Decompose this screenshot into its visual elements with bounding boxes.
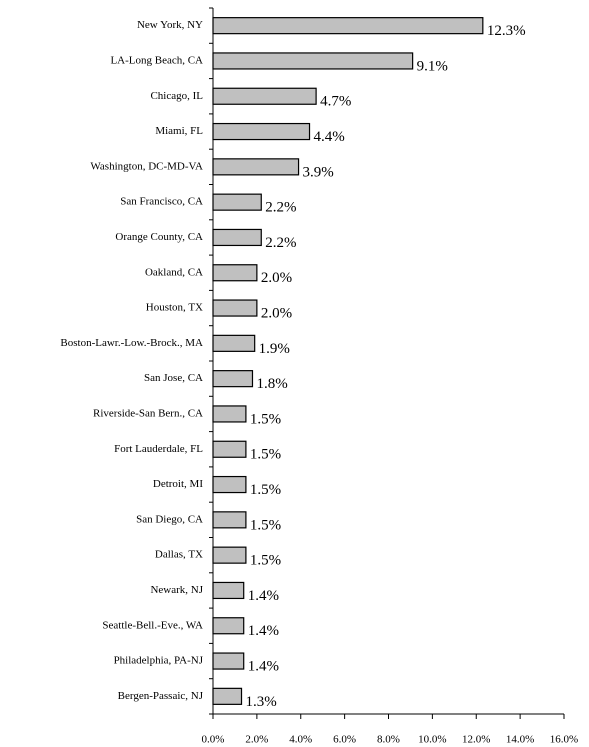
data-label: 1.5% bbox=[250, 447, 281, 463]
bar bbox=[212, 370, 254, 388]
y-tick-label: Orange County, CA bbox=[115, 231, 203, 243]
data-label: 2.2% bbox=[265, 235, 296, 251]
y-tick-label: Miami, FL bbox=[155, 125, 203, 137]
data-label: 1.5% bbox=[250, 411, 281, 427]
x-tick-label: 6.0% bbox=[333, 734, 356, 746]
data-label: 2.2% bbox=[265, 200, 296, 216]
data-label: 1.5% bbox=[250, 553, 281, 569]
x-tick-label: 16.0% bbox=[550, 734, 578, 746]
data-label: 1.4% bbox=[248, 588, 279, 604]
bar bbox=[212, 475, 247, 494]
bar bbox=[212, 122, 311, 141]
y-tick-label: Washington, DC-MD-VA bbox=[90, 160, 203, 172]
bar bbox=[212, 17, 484, 35]
x-tick-label: 12.0% bbox=[462, 734, 490, 746]
y-tick-label: Fort Lauderdale, FL bbox=[114, 443, 203, 455]
bar bbox=[212, 581, 245, 600]
data-label: 2.0% bbox=[261, 305, 292, 321]
y-tick-label: New York, NY bbox=[137, 19, 203, 31]
y-tick-label: Dallas, TX bbox=[155, 549, 203, 561]
y-tick-label: LA-Long Beach, CA bbox=[110, 54, 203, 66]
data-label: 3.9% bbox=[303, 164, 334, 180]
x-tick-label: 2.0% bbox=[245, 734, 268, 746]
y-tick-label: Philadelphia, PA-NJ bbox=[114, 655, 204, 667]
y-tick-label: San Francisco, CA bbox=[120, 196, 203, 208]
data-label: 1.4% bbox=[248, 623, 279, 639]
x-tick-label: 0.0% bbox=[202, 734, 225, 746]
bar bbox=[212, 687, 243, 705]
data-label: 2.0% bbox=[261, 270, 292, 286]
bar bbox=[212, 617, 245, 635]
bar bbox=[212, 652, 245, 670]
data-label: 4.7% bbox=[320, 94, 351, 110]
y-tick-label: Bergen-Passaic, NJ bbox=[118, 690, 204, 702]
data-label: 1.9% bbox=[259, 341, 290, 357]
bar bbox=[212, 440, 247, 458]
x-tick-label: 4.0% bbox=[289, 734, 312, 746]
bar bbox=[212, 52, 414, 70]
bar bbox=[212, 546, 247, 564]
data-label: 9.1% bbox=[417, 58, 448, 74]
data-label: 4.4% bbox=[314, 129, 345, 145]
bar bbox=[212, 87, 317, 105]
x-tick-label: 8.0% bbox=[377, 734, 400, 746]
data-label: 12.3% bbox=[487, 23, 526, 39]
y-tick-label: Boston-Lawr.-Low.-Brock., MA bbox=[60, 337, 203, 349]
data-label: 1.3% bbox=[246, 694, 277, 710]
y-tick-label: Seattle-Bell.-Eve., WA bbox=[102, 619, 203, 631]
bar bbox=[212, 511, 247, 529]
data-label: 1.4% bbox=[248, 658, 279, 674]
x-tick-label: 14.0% bbox=[506, 734, 534, 746]
y-tick-label: San Diego, CA bbox=[136, 513, 203, 525]
bar bbox=[212, 405, 247, 423]
y-tick-label: Detroit, MI bbox=[153, 478, 203, 490]
y-tick-label: Oakland, CA bbox=[145, 266, 203, 278]
y-tick-label: Newark, NJ bbox=[150, 584, 203, 596]
bar bbox=[212, 264, 258, 282]
y-tick-label: San Jose, CA bbox=[144, 372, 203, 384]
bar bbox=[212, 193, 262, 211]
data-label: 1.5% bbox=[250, 517, 281, 533]
bar bbox=[212, 334, 256, 352]
data-label: 1.5% bbox=[250, 482, 281, 498]
bar bbox=[212, 228, 262, 247]
y-tick-label: Houston, TX bbox=[146, 302, 203, 314]
data-label: 1.8% bbox=[256, 376, 287, 392]
bar bbox=[212, 299, 258, 317]
bar bbox=[212, 158, 300, 176]
x-tick-label: 10.0% bbox=[418, 734, 446, 746]
y-tick-label: Riverside-San Bern., CA bbox=[93, 407, 203, 419]
y-tick-label: Chicago, IL bbox=[150, 90, 203, 102]
